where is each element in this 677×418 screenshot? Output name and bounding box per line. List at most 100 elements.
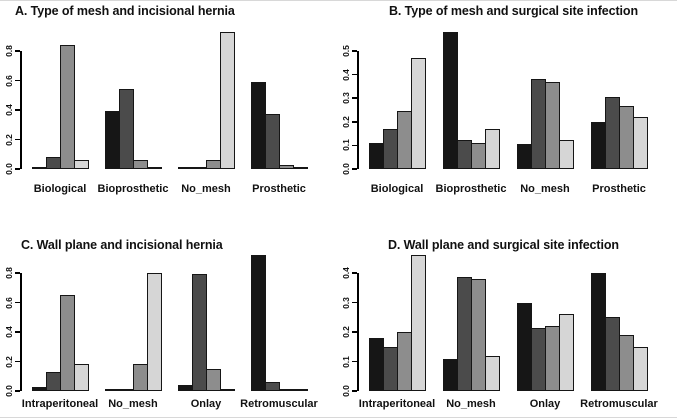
y-axis-tick-label: 0.0 xyxy=(4,163,14,175)
x-category-label: Biological xyxy=(33,183,87,195)
bar-shade-dark-gray xyxy=(119,89,134,169)
panel-a-title: A. Type of mesh and incisional hernia xyxy=(15,4,235,18)
y-axis-tick xyxy=(352,301,357,304)
y-axis-tick-label: 0.2 xyxy=(4,133,14,146)
panel-a-plot-area: 0.0 0.2 0.4 0.6 0.8 Biological Bioprosthetic No… xyxy=(0,1,337,209)
x-category-label: Bioprosthetic xyxy=(435,183,507,195)
panel-d-title: D. Wall plane and surgical site infectio… xyxy=(388,238,619,252)
bars-area: Biological Bioprosthetic No_mesh Prosthetic xyxy=(369,29,648,195)
y-axis-tick-label: 0.0 xyxy=(341,385,351,397)
bar-group-biological: Biological xyxy=(369,58,426,195)
x-category-label: Onlay xyxy=(190,398,222,410)
y-axis: 0.0 0.2 0.4 0.6 0.8 xyxy=(4,45,22,175)
bar-shade-dark-gray xyxy=(531,327,546,391)
bar-shade-dark-gray xyxy=(265,114,280,169)
y-axis-tick-label: 0.4 xyxy=(341,267,351,279)
bar-shade-dark-gray xyxy=(383,128,398,169)
bar-shade-light-gray xyxy=(411,255,426,391)
x-category-label: No_mesh xyxy=(108,398,158,410)
bar-group-bioprosthetic: Bioprosthetic xyxy=(98,89,168,195)
x-category-label: Bioprosthetic xyxy=(97,183,169,195)
bar-shade-black xyxy=(178,385,193,391)
bar-shade-black xyxy=(178,167,193,169)
y-axis-tick xyxy=(15,109,20,111)
bar-group-no_mesh: No_mesh xyxy=(517,79,574,195)
x-category-label: Biological xyxy=(370,183,424,195)
panel-d-plot-area: 0.0 0.1 0.2 0.3 0.4 Intraperitoneal No_mesh Onl… xyxy=(337,209,677,417)
bar-shade-dark-gray xyxy=(192,274,207,391)
bar-group-onlay: Onlay xyxy=(517,302,574,410)
bar-shade-mid-gray xyxy=(471,143,486,169)
y-axis: 0.0 0.1 0.2 0.3 0.4 xyxy=(341,267,359,397)
bar-group-prosthetic: Prosthetic xyxy=(591,97,648,195)
y-axis-tick-label: 0.6 xyxy=(4,296,14,309)
bar-shade-mid-gray xyxy=(279,164,294,169)
bar-shade-mid-gray xyxy=(206,160,221,169)
bar-group-bioprosthetic: Bioprosthetic xyxy=(436,32,506,195)
bar-shade-light-gray xyxy=(147,273,162,391)
y-axis-tick xyxy=(15,168,20,170)
y-axis-tick xyxy=(15,331,20,333)
bar-shade-black xyxy=(443,32,458,169)
bar-shade-black xyxy=(32,167,47,169)
y-axis-tick-label: 0.0 xyxy=(4,385,14,397)
bars-area: Intraperitoneal No_mesh Onlay Retromuscular xyxy=(22,251,318,410)
bar-shade-mid-gray xyxy=(133,364,148,391)
x-category-label: Retromuscular xyxy=(580,398,658,410)
y-axis-tick xyxy=(15,138,20,141)
bar-shade-light-gray xyxy=(74,364,89,391)
panel-c-title: C. Wall plane and incisional hernia xyxy=(21,238,223,252)
y-axis-tick-label: 0.8 xyxy=(4,267,14,279)
bar-shade-mid-gray xyxy=(545,326,560,391)
panel-b-type-of-mesh-surgical-site-infection: B. Type of mesh and surgical site infect… xyxy=(337,1,677,209)
bar-shade-black xyxy=(591,273,606,391)
bar-group-no_mesh: No_mesh xyxy=(443,277,500,410)
bar-shade-dark-gray xyxy=(192,167,207,169)
y-axis-tick-label: 0.4 xyxy=(4,104,14,116)
bar-group-no_mesh: No_mesh xyxy=(105,273,162,410)
bar-shade-black xyxy=(443,358,458,391)
bar-shade-light-gray xyxy=(293,389,308,391)
panel-b-title: B. Type of mesh and surgical site infect… xyxy=(389,4,638,18)
y-axis-tick-label: 0.6 xyxy=(4,74,14,87)
y-axis-tick-label: 0.4 xyxy=(4,326,14,338)
bar-shade-dark-gray xyxy=(383,346,398,391)
x-category-label: No_mesh xyxy=(520,183,570,195)
bar-shade-dark-gray xyxy=(46,371,61,391)
bar-shade-mid-gray xyxy=(397,332,412,391)
y-axis-tick xyxy=(352,390,357,392)
bar-shade-dark-gray xyxy=(457,277,472,391)
y-axis-tick-label: 0.0 xyxy=(341,163,351,175)
bar-shade-black xyxy=(251,255,266,391)
bar-shade-dark-gray xyxy=(605,317,620,391)
y-axis-tick-label: 0.2 xyxy=(4,355,14,368)
x-category-label: Intraperitoneal xyxy=(21,398,99,410)
y-axis-tick xyxy=(15,360,20,363)
bar-shade-mid-gray xyxy=(619,106,634,169)
bar-shade-light-gray xyxy=(411,58,426,169)
y-axis-tick xyxy=(352,168,357,170)
y-axis-tick xyxy=(352,272,357,274)
y-axis-tick-label: 0.2 xyxy=(341,326,351,338)
bar-shade-black xyxy=(105,111,120,169)
bar-shade-light-gray xyxy=(220,31,235,169)
y-axis-tick-label: 0.2 xyxy=(341,115,351,128)
bar-shade-mid-gray xyxy=(471,278,486,391)
bar-group-retromuscular: Retromuscular xyxy=(240,255,318,410)
bar-shade-mid-gray xyxy=(206,368,221,391)
bar-shade-mid-gray xyxy=(60,45,75,169)
bar-shade-black xyxy=(105,389,120,391)
y-axis-tick xyxy=(15,301,20,304)
x-category-label: Onlay xyxy=(529,398,561,410)
bar-group-onlay: Onlay xyxy=(178,274,235,410)
x-category-label: Prosthetic xyxy=(592,183,646,195)
y-axis: 0.0 0.2 0.4 0.6 0.8 xyxy=(4,267,22,397)
y-axis-tick xyxy=(352,360,357,363)
x-category-label: No_mesh xyxy=(181,183,231,195)
bar-shade-light-gray xyxy=(220,389,235,391)
y-axis-tick-label: 0.8 xyxy=(4,45,14,57)
bar-shade-black xyxy=(517,144,532,169)
y-axis-tick-label: 0.5 xyxy=(341,45,351,57)
bar-shade-light-gray xyxy=(559,139,574,169)
bar-shade-dark-gray xyxy=(605,97,620,169)
